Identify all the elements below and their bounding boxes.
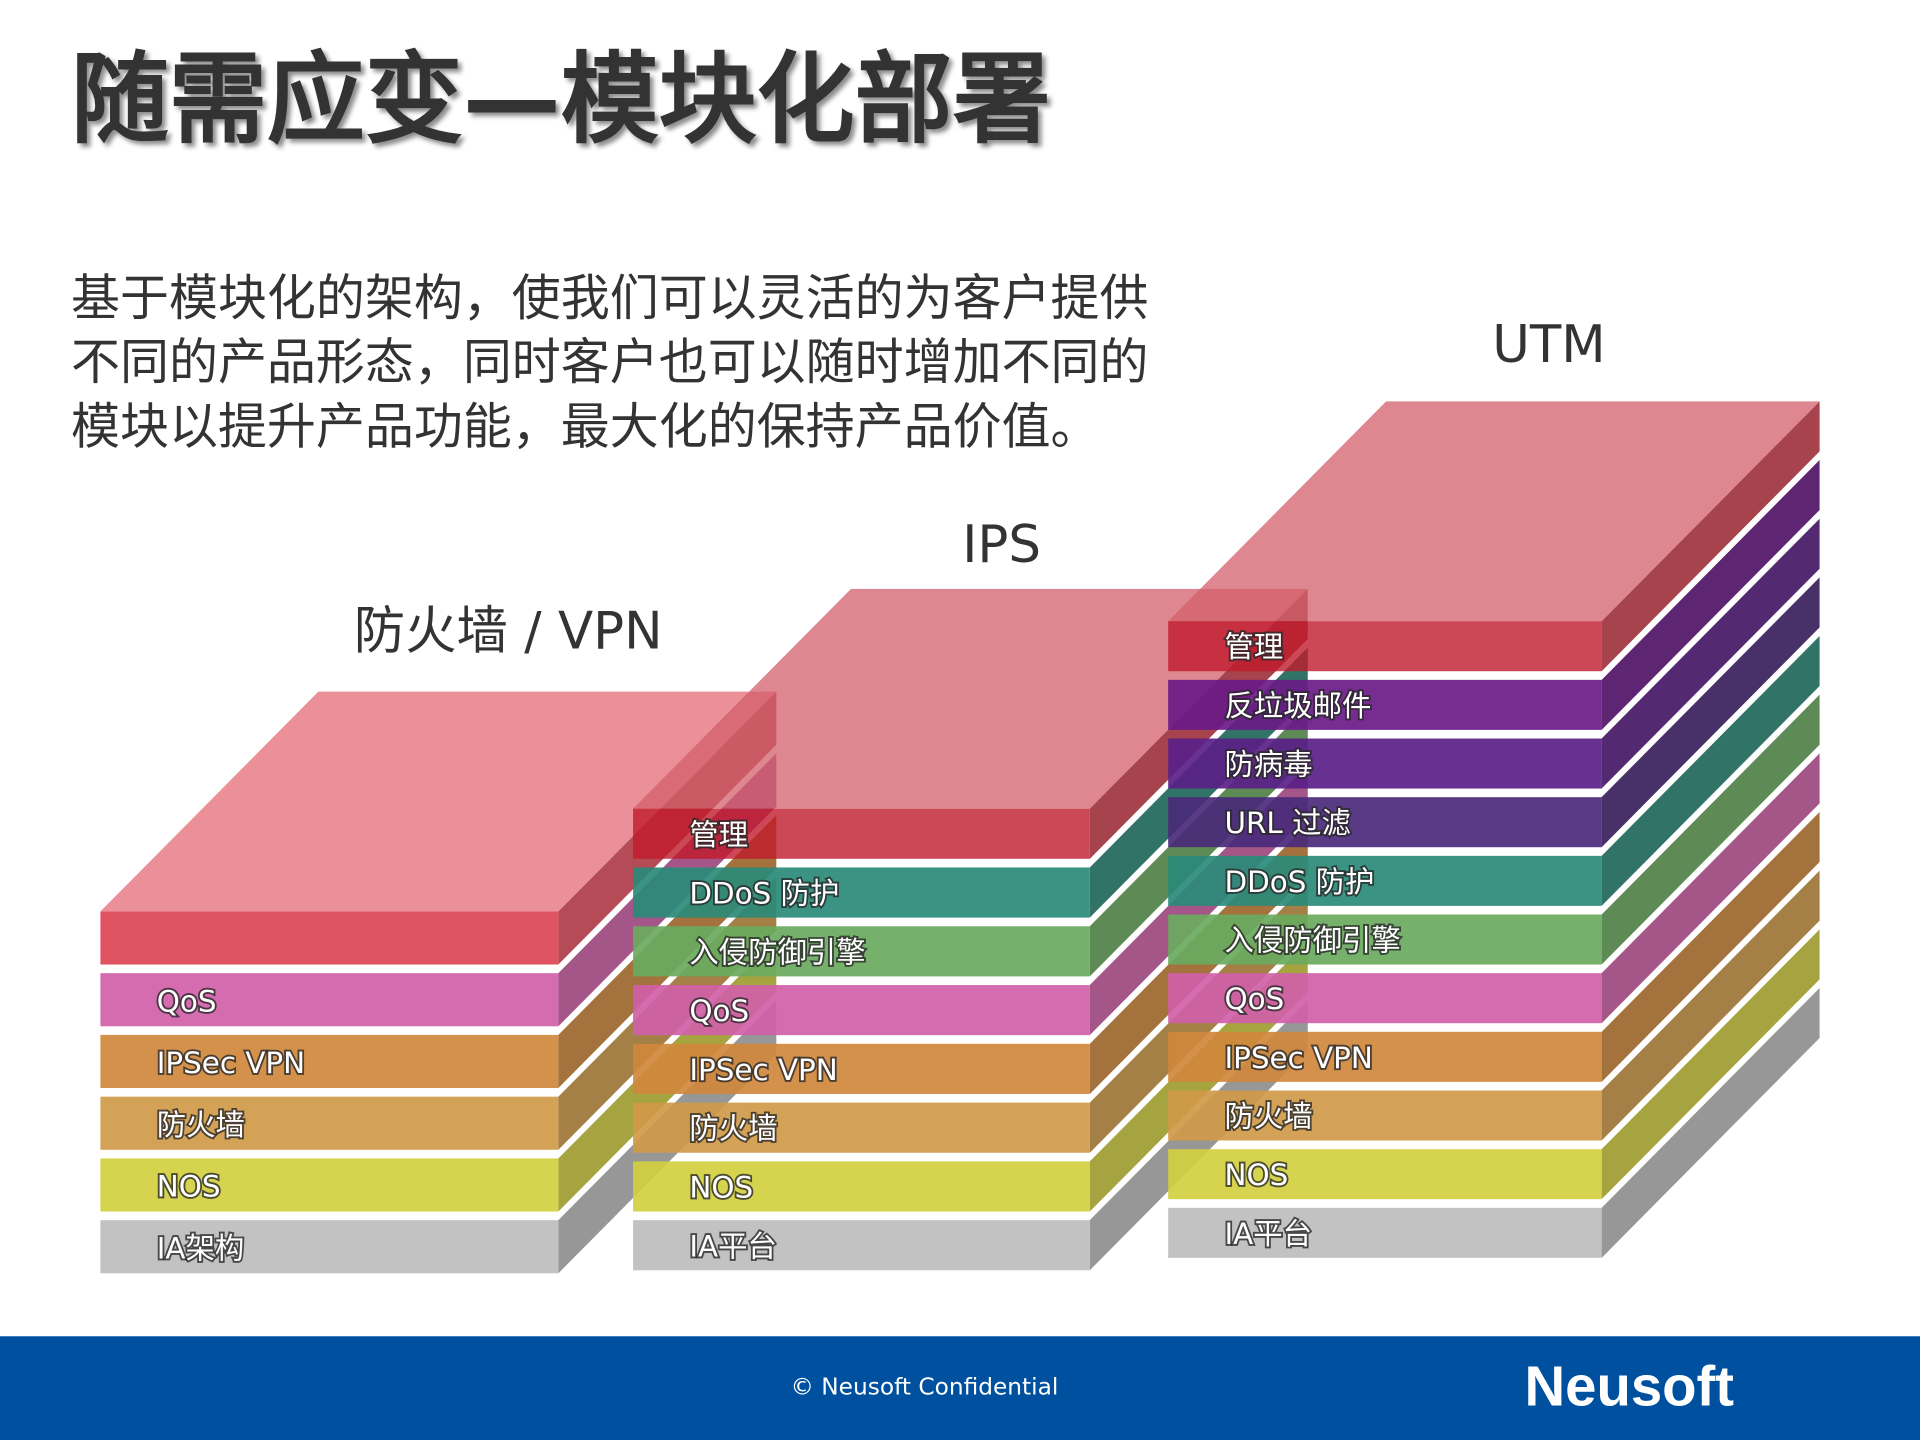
layer-label: NOS — [157, 1170, 221, 1204]
layer-side — [1601, 518, 1820, 789]
layer-label: IA架构 — [157, 1231, 245, 1265]
layer-label: DDoS 防护 — [689, 876, 839, 910]
layer-label: 防火墙 — [689, 1112, 777, 1146]
layer-top — [1168, 401, 1820, 622]
layer-front — [100, 1034, 559, 1089]
layer-label: DDoS 防护 — [1224, 865, 1374, 899]
layer-label: NOS — [689, 1170, 753, 1204]
layer-front — [100, 973, 559, 1027]
layer-front — [1168, 855, 1602, 906]
layer-front — [1168, 973, 1602, 1024]
layer-front — [1168, 738, 1602, 789]
layer-label: 入侵防御引擎 — [689, 935, 865, 969]
layer-front — [633, 1161, 1090, 1212]
layer-label: IPSec VPN — [157, 1046, 305, 1080]
layer-side — [1601, 987, 1820, 1258]
layer-front — [633, 1102, 1090, 1153]
stack-label: UTM — [1492, 315, 1605, 375]
layer-label: NOS — [1224, 1158, 1288, 1192]
layer-front — [1168, 797, 1602, 848]
layer-front — [633, 1220, 1090, 1271]
layer-front — [1168, 621, 1602, 672]
layer-front — [633, 985, 1090, 1036]
layer-label: 防病毒 — [1224, 747, 1312, 781]
layer-label: QoS — [1224, 982, 1284, 1016]
layer-label: IA平台 — [689, 1229, 777, 1263]
layer-front — [100, 911, 559, 965]
layer-side — [1601, 636, 1820, 906]
layer-front — [633, 867, 1090, 918]
layer-label: QoS — [157, 984, 217, 1018]
logo: Neusoft — [1524, 1354, 1734, 1417]
body-line: 不同的产品形态，同时客户也可以随时增加不同的 — [71, 333, 1148, 391]
body-line: 基于模块化的架构，使我们可以灵活的为客户提供 — [71, 269, 1148, 327]
layer-front — [100, 1158, 559, 1212]
layer-side — [1601, 401, 1820, 672]
footer-band — [0, 1336, 1920, 1440]
layer-label: 防火墙 — [157, 1108, 245, 1142]
layer-top — [100, 691, 777, 912]
layer-front — [1168, 914, 1602, 965]
layer-label: IPSec VPN — [689, 1053, 837, 1087]
title: 随需应变—模块化部署 — [71, 43, 1051, 157]
layer-side — [1601, 577, 1820, 848]
layer-side — [1601, 753, 1820, 1024]
layer-top — [633, 588, 1308, 809]
body-line: 模块以提升产品功能，最大化的保持产品价值。 — [71, 397, 1100, 455]
layer-label: 管理 — [1224, 630, 1283, 664]
stack-label: 防火墙 / VPN — [354, 601, 663, 661]
layer-side — [1601, 870, 1820, 1141]
layer-front — [633, 1043, 1090, 1094]
layer-front — [100, 1220, 559, 1274]
layer-label: 管理 — [689, 818, 748, 852]
layer-side — [1601, 460, 1820, 730]
layer-side — [1601, 694, 1820, 965]
layer-label: IA平台 — [1224, 1217, 1312, 1251]
layer-label: IPSec VPN — [1224, 1041, 1372, 1075]
copyright: © Neusoft Confidential — [791, 1372, 1059, 1400]
layer-front — [633, 808, 1090, 859]
layer-front — [1168, 1207, 1602, 1258]
layer-label: URL 过滤 — [1224, 806, 1350, 840]
layer-front — [1168, 1090, 1602, 1141]
layer-front — [100, 1096, 559, 1150]
layer-front — [1168, 1149, 1602, 1200]
layer-label: QoS — [689, 994, 749, 1028]
layer-front — [1168, 1031, 1602, 1082]
stacks: 防火墙 / VPN IA架构 NOS 防火墙 IPSec VPN QoS IPS IA平台 NO… — [100, 315, 1820, 1274]
layer-side — [1601, 929, 1820, 1200]
layer-label: 入侵防御引擎 — [1224, 923, 1400, 957]
layer-side — [1601, 812, 1820, 1082]
layer-label: 反垃圾邮件 — [1224, 689, 1371, 723]
layer-front — [633, 926, 1090, 977]
layer-front — [1168, 679, 1602, 730]
layer-label: 防火墙 — [1224, 1099, 1312, 1133]
stack-label: IPS — [962, 515, 1041, 575]
